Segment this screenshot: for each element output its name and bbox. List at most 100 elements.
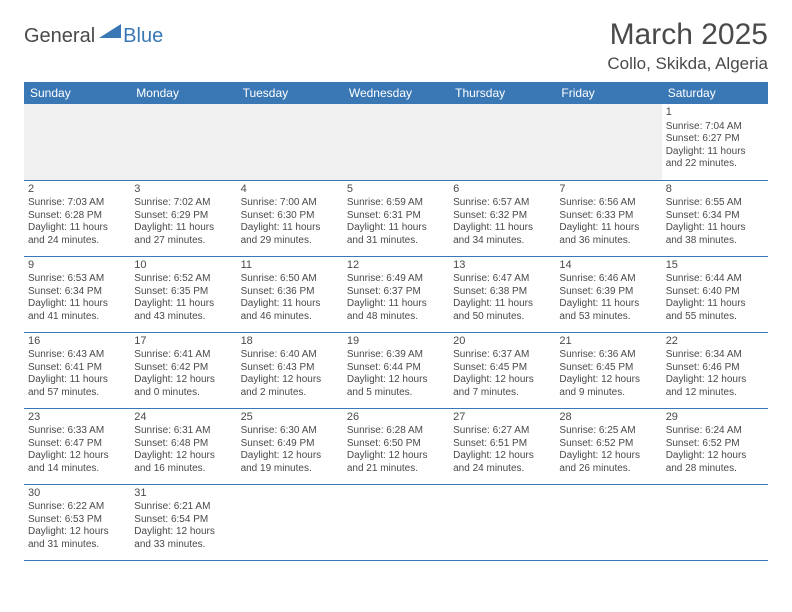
sunrise-text: Sunrise: 6:25 AM bbox=[559, 425, 657, 438]
day-number: 28 bbox=[559, 411, 657, 425]
day-number: 3 bbox=[134, 183, 232, 197]
calendar-cell bbox=[24, 104, 130, 180]
sunset-text: Sunset: 6:47 PM bbox=[28, 438, 126, 451]
calendar-cell: 10Sunrise: 6:52 AMSunset: 6:35 PMDayligh… bbox=[130, 256, 236, 332]
calendar-cell: 6Sunrise: 6:57 AMSunset: 6:32 PMDaylight… bbox=[449, 180, 555, 256]
sunrise-text: Sunrise: 6:55 AM bbox=[666, 197, 764, 210]
sunrise-text: Sunrise: 6:47 AM bbox=[453, 273, 551, 286]
day-number: 7 bbox=[559, 183, 657, 197]
sunrise-text: Sunrise: 6:53 AM bbox=[28, 273, 126, 286]
calendar-cell: 5Sunrise: 6:59 AMSunset: 6:31 PMDaylight… bbox=[343, 180, 449, 256]
day-number: 14 bbox=[559, 259, 657, 273]
sunrise-text: Sunrise: 7:04 AM bbox=[666, 121, 764, 134]
calendar-cell bbox=[449, 104, 555, 180]
calendar-cell bbox=[130, 104, 236, 180]
calendar-row: 23Sunrise: 6:33 AMSunset: 6:47 PMDayligh… bbox=[24, 408, 768, 484]
daylight-text: Daylight: 11 hours and 31 minutes. bbox=[347, 222, 445, 247]
sunrise-text: Sunrise: 6:39 AM bbox=[347, 349, 445, 362]
sunset-text: Sunset: 6:49 PM bbox=[241, 438, 339, 451]
daylight-text: Daylight: 12 hours and 21 minutes. bbox=[347, 450, 445, 475]
day-number: 15 bbox=[666, 259, 764, 273]
daylight-text: Daylight: 11 hours and 48 minutes. bbox=[347, 298, 445, 323]
calendar-cell: 16Sunrise: 6:43 AMSunset: 6:41 PMDayligh… bbox=[24, 332, 130, 408]
sunrise-text: Sunrise: 6:57 AM bbox=[453, 197, 551, 210]
daylight-text: Daylight: 12 hours and 9 minutes. bbox=[559, 374, 657, 399]
sunrise-text: Sunrise: 6:40 AM bbox=[241, 349, 339, 362]
day-header: Monday bbox=[130, 82, 236, 104]
sunset-text: Sunset: 6:35 PM bbox=[134, 286, 232, 299]
title-block: March 2025 Collo, Skikda, Algeria bbox=[607, 18, 768, 74]
calendar-cell: 24Sunrise: 6:31 AMSunset: 6:48 PMDayligh… bbox=[130, 408, 236, 484]
day-header: Tuesday bbox=[237, 82, 343, 104]
calendar-cell: 28Sunrise: 6:25 AMSunset: 6:52 PMDayligh… bbox=[555, 408, 661, 484]
calendar-cell bbox=[343, 484, 449, 560]
day-number: 24 bbox=[134, 411, 232, 425]
daylight-text: Daylight: 11 hours and 36 minutes. bbox=[559, 222, 657, 247]
calendar-cell: 11Sunrise: 6:50 AMSunset: 6:36 PMDayligh… bbox=[237, 256, 343, 332]
sunset-text: Sunset: 6:30 PM bbox=[241, 210, 339, 223]
calendar-cell: 27Sunrise: 6:27 AMSunset: 6:51 PMDayligh… bbox=[449, 408, 555, 484]
calendar-cell: 12Sunrise: 6:49 AMSunset: 6:37 PMDayligh… bbox=[343, 256, 449, 332]
header: General Blue March 2025 Collo, Skikda, A… bbox=[24, 18, 768, 74]
sunrise-text: Sunrise: 7:02 AM bbox=[134, 197, 232, 210]
sunset-text: Sunset: 6:37 PM bbox=[347, 286, 445, 299]
day-number: 18 bbox=[241, 335, 339, 349]
calendar-cell bbox=[662, 484, 768, 560]
calendar-cell bbox=[237, 484, 343, 560]
sunset-text: Sunset: 6:43 PM bbox=[241, 362, 339, 375]
sunrise-text: Sunrise: 6:33 AM bbox=[28, 425, 126, 438]
sunrise-text: Sunrise: 6:31 AM bbox=[134, 425, 232, 438]
sunset-text: Sunset: 6:45 PM bbox=[559, 362, 657, 375]
day-number: 11 bbox=[241, 259, 339, 273]
daylight-text: Daylight: 12 hours and 7 minutes. bbox=[453, 374, 551, 399]
sunset-text: Sunset: 6:33 PM bbox=[559, 210, 657, 223]
day-header: Thursday bbox=[449, 82, 555, 104]
sunset-text: Sunset: 6:42 PM bbox=[134, 362, 232, 375]
calendar-cell bbox=[555, 484, 661, 560]
daylight-text: Daylight: 12 hours and 5 minutes. bbox=[347, 374, 445, 399]
day-number: 31 bbox=[134, 487, 232, 501]
sunset-text: Sunset: 6:45 PM bbox=[453, 362, 551, 375]
calendar-cell: 21Sunrise: 6:36 AMSunset: 6:45 PMDayligh… bbox=[555, 332, 661, 408]
sunrise-text: Sunrise: 6:50 AM bbox=[241, 273, 339, 286]
calendar-cell: 13Sunrise: 6:47 AMSunset: 6:38 PMDayligh… bbox=[449, 256, 555, 332]
day-number: 2 bbox=[28, 183, 126, 197]
page-title: March 2025 bbox=[607, 18, 768, 52]
calendar-row: 2Sunrise: 7:03 AMSunset: 6:28 PMDaylight… bbox=[24, 180, 768, 256]
calendar-cell: 14Sunrise: 6:46 AMSunset: 6:39 PMDayligh… bbox=[555, 256, 661, 332]
day-number: 19 bbox=[347, 335, 445, 349]
sunset-text: Sunset: 6:31 PM bbox=[347, 210, 445, 223]
sunset-text: Sunset: 6:48 PM bbox=[134, 438, 232, 451]
daylight-text: Daylight: 11 hours and 55 minutes. bbox=[666, 298, 764, 323]
sunset-text: Sunset: 6:46 PM bbox=[666, 362, 764, 375]
daylight-text: Daylight: 11 hours and 50 minutes. bbox=[453, 298, 551, 323]
calendar-cell bbox=[555, 104, 661, 180]
calendar-cell: 1Sunrise: 7:04 AMSunset: 6:27 PMDaylight… bbox=[662, 104, 768, 180]
sunset-text: Sunset: 6:38 PM bbox=[453, 286, 551, 299]
daylight-text: Daylight: 12 hours and 12 minutes. bbox=[666, 374, 764, 399]
calendar-cell: 7Sunrise: 6:56 AMSunset: 6:33 PMDaylight… bbox=[555, 180, 661, 256]
day-number: 9 bbox=[28, 259, 126, 273]
calendar-cell: 26Sunrise: 6:28 AMSunset: 6:50 PMDayligh… bbox=[343, 408, 449, 484]
calendar-cell: 29Sunrise: 6:24 AMSunset: 6:52 PMDayligh… bbox=[662, 408, 768, 484]
calendar-cell: 20Sunrise: 6:37 AMSunset: 6:45 PMDayligh… bbox=[449, 332, 555, 408]
calendar-cell: 30Sunrise: 6:22 AMSunset: 6:53 PMDayligh… bbox=[24, 484, 130, 560]
day-number: 13 bbox=[453, 259, 551, 273]
sunrise-text: Sunrise: 6:52 AM bbox=[134, 273, 232, 286]
calendar-cell: 31Sunrise: 6:21 AMSunset: 6:54 PMDayligh… bbox=[130, 484, 236, 560]
sunrise-text: Sunrise: 6:30 AM bbox=[241, 425, 339, 438]
sunrise-text: Sunrise: 6:22 AM bbox=[28, 501, 126, 514]
sunset-text: Sunset: 6:32 PM bbox=[453, 210, 551, 223]
sunrise-text: Sunrise: 6:43 AM bbox=[28, 349, 126, 362]
day-number: 1 bbox=[666, 106, 764, 120]
day-number: 29 bbox=[666, 411, 764, 425]
sunset-text: Sunset: 6:52 PM bbox=[559, 438, 657, 451]
calendar-cell: 2Sunrise: 7:03 AMSunset: 6:28 PMDaylight… bbox=[24, 180, 130, 256]
daylight-text: Daylight: 12 hours and 2 minutes. bbox=[241, 374, 339, 399]
sunrise-text: Sunrise: 6:49 AM bbox=[347, 273, 445, 286]
calendar-cell: 18Sunrise: 6:40 AMSunset: 6:43 PMDayligh… bbox=[237, 332, 343, 408]
day-number: 17 bbox=[134, 335, 232, 349]
sunrise-text: Sunrise: 6:41 AM bbox=[134, 349, 232, 362]
daylight-text: Daylight: 11 hours and 41 minutes. bbox=[28, 298, 126, 323]
day-number: 30 bbox=[28, 487, 126, 501]
